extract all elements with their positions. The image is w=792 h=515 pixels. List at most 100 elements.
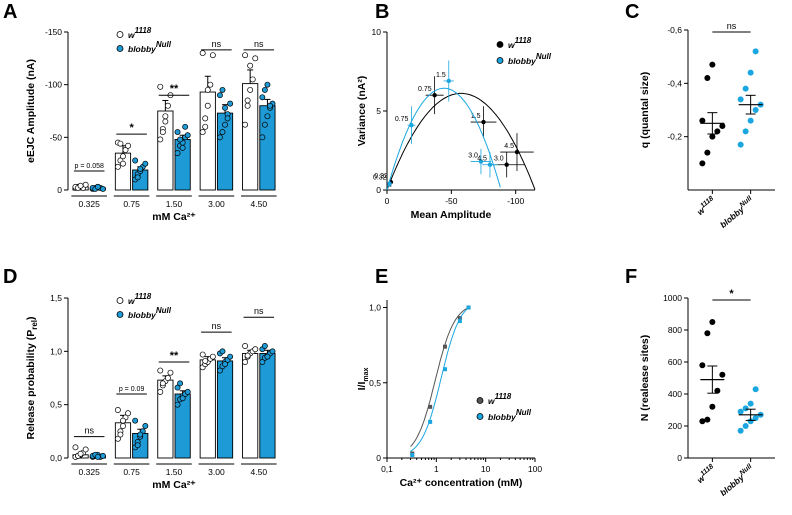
data-point-w1118 (120, 160, 126, 167)
y-axis-title: I/Imax (356, 368, 370, 391)
data-point-blobbyNull (94, 453, 101, 460)
x-tick-label: 100 (528, 464, 542, 474)
data-point-w1118 (120, 417, 126, 424)
bar-blobbyNull-3.00 (216, 360, 234, 459)
data-point-w1118 (162, 118, 169, 125)
significance-label: * (129, 122, 134, 134)
data-point-blobbyNull (182, 123, 189, 130)
data-point-blobbyNull (259, 94, 266, 101)
data-point-blobbyNull (132, 417, 139, 424)
legend-w1118-marker (116, 31, 124, 38)
data-point-w1118 (247, 86, 254, 93)
data-point-blobbyNull (99, 452, 106, 459)
y-axis-title: q (quantal size) (639, 72, 651, 148)
data-point-w1118 (714, 128, 721, 135)
x-tick-label: 10 (481, 464, 491, 474)
data-point-blobbyNull (742, 423, 749, 429)
y-tick-label: -0,2 (667, 132, 682, 142)
data-point-w1118 (199, 351, 206, 358)
data-point-w1118 (699, 160, 706, 167)
data-point-blobbyNull (428, 419, 433, 424)
panel-letter-d: D (3, 266, 17, 288)
significance-label: ns (727, 21, 737, 31)
data-point-blobbyNull (259, 134, 266, 141)
panel-letter-c: C (625, 1, 639, 23)
data-point-blobbyNull (99, 185, 106, 192)
data-point-blobbyNull (227, 100, 234, 107)
y-tick-label: -0,6 (667, 25, 682, 35)
data-point-blobbyNull (466, 305, 471, 310)
y-tick-label: 0,5 (369, 378, 381, 388)
significance-label: * (729, 288, 734, 300)
data-point-w1118 (242, 52, 249, 59)
x-tick-label: 0 (385, 196, 390, 206)
category-label: 1.50 (166, 199, 183, 209)
data-point-w1118 (719, 123, 726, 129)
data-point-w1118 (125, 142, 132, 149)
significance-label: ns (212, 321, 222, 331)
data-point-blobbyNull (222, 104, 228, 111)
category-label: 0.75 (123, 199, 140, 209)
legend-blobby-marker (476, 413, 484, 420)
significance-label: ns (254, 306, 264, 316)
x-axis-title: Ca²⁺ concentration (mM) (400, 477, 523, 489)
bar-blobbyNull-4.50 (259, 353, 276, 459)
point-label: 4.5 (504, 143, 514, 150)
panel-c: -0,2 -0,4 -0,6 q (quantal size) w1118blobbyN… (639, 21, 775, 230)
data-point-w1118 (77, 182, 84, 189)
panel-letter-a: A (3, 1, 17, 23)
data-point-blobbyNull (179, 144, 186, 151)
data-point-blobbyNull (134, 174, 141, 181)
data-point-w1118 (159, 380, 166, 387)
data-point-blobbyNull (752, 386, 759, 393)
data-point-w1118 (481, 119, 486, 125)
data-point-blobbyNull (269, 348, 276, 355)
data-point-w1118 (120, 153, 126, 160)
panel-letter-f: F (625, 266, 637, 288)
y-tick-label: 1000 (663, 293, 682, 303)
data-point-w1118 (514, 149, 520, 155)
data-point-blobbyNull (174, 150, 181, 157)
y-tick-label: 0 (376, 185, 381, 195)
legend-blobby-label: blobbyNull (128, 306, 172, 320)
data-point-w1118 (157, 388, 164, 395)
category-label: blobbyNull (717, 194, 756, 230)
significance-label: ns (84, 426, 94, 436)
legend-blobby-label: blobbyNull (508, 52, 552, 66)
point-label: 1.5 (436, 72, 446, 79)
point-label: 0.32 (373, 175, 387, 182)
data-point-blobbyNull (174, 129, 181, 136)
data-point-blobbyNull (443, 367, 448, 372)
data-point-w1118 (242, 343, 249, 349)
data-point-blobbyNull (259, 359, 266, 365)
data-point-w1118 (699, 117, 706, 124)
y-tick-label: 0 (57, 185, 62, 195)
y-axis-title: N (realease sites) (639, 335, 651, 421)
point-label: 3.0 (468, 153, 478, 160)
data-point-blobbyNull (446, 78, 451, 84)
legend-blobby-marker (116, 311, 124, 318)
y-tick-label: 1,5 (50, 293, 62, 303)
data-point-w1118 (244, 102, 251, 109)
data-point-blobbyNull (261, 121, 268, 128)
data-point-w1118 (122, 147, 129, 153)
data-point-blobbyNull (737, 96, 744, 103)
bar-w1118-3.00 (199, 359, 216, 459)
data-point-w1118 (714, 387, 721, 394)
data-point-blobbyNull (747, 117, 754, 124)
data-point-w1118 (443, 344, 448, 349)
data-point-blobbyNull (457, 319, 462, 324)
data-point-w1118 (699, 418, 706, 425)
y-tick-label: -150 (45, 27, 62, 37)
data-point-w1118 (244, 97, 251, 104)
data-point-w1118 (252, 55, 259, 62)
fit-curve-w1118 (410, 306, 470, 447)
point-label: 4.5 (477, 156, 487, 163)
data-point-w1118 (709, 403, 716, 410)
bar-w1118-4.50 (242, 353, 259, 459)
data-point-blobbyNull (132, 157, 139, 164)
data-point-w1118 (164, 375, 171, 381)
data-point-blobbyNull (410, 452, 415, 457)
category-label: w1118 (694, 195, 717, 217)
category-label: 4.50 (251, 467, 268, 477)
